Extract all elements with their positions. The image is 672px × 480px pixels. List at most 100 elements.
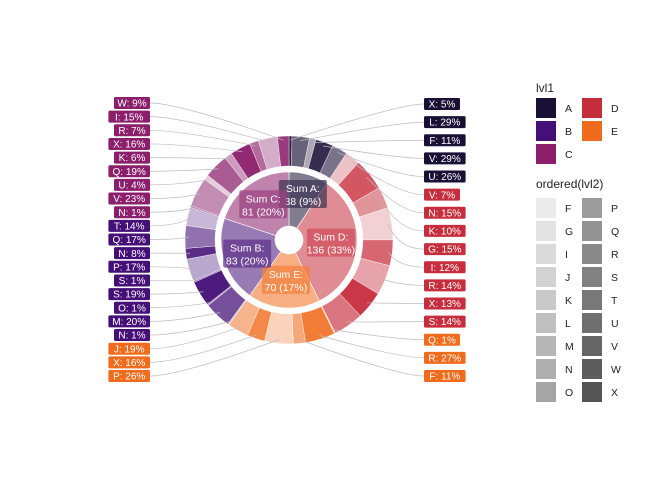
inner-label-a: Sum A:38 (9%) [278,180,327,209]
outer-label: K: 6% [114,151,150,164]
leader-line [349,160,425,196]
svg-text:I: I [565,249,568,261]
leader-line [149,216,192,227]
inner-label-b: Sum B:83 (20%) [223,239,272,268]
outer-label: X: 16% [108,356,150,369]
legend2-item: S [582,267,618,287]
legend2-title: ordered(lvl2) [536,177,603,191]
leader-layer [149,102,425,377]
leader-line [366,302,425,304]
outer-slice [277,135,290,167]
inner-label-name: Sum B: [230,243,264,255]
leader-line [387,224,425,250]
legend1-item: B [536,121,572,141]
leader-line [300,121,425,141]
pie-layer [184,135,394,345]
outer-label-text: R: 7% [118,126,145,137]
svg-text:J: J [565,272,570,284]
outer-label: R: 7% [114,124,150,137]
outer-label-layer: X: 5% L: 29% F: 11% V: 29% U: 26% V: 7% N: 15%… [108,97,466,383]
outer-label: V: 7% [424,188,460,201]
outer-label-text: I: 15% [115,112,143,123]
legend2-item: Q [582,221,619,241]
outer-label: U: 4% [114,178,150,192]
outer-label: X: 16% [108,137,150,151]
legend2-item: R [582,244,619,264]
svg-text:W: W [611,364,621,376]
leader-line [149,236,190,240]
outer-label-text: J: 19% [114,344,145,355]
outer-label: O: 1% [114,301,150,314]
outer-label: W: 9% [114,97,150,110]
inner-label-name: Sum D: [313,232,348,244]
inner-label-c: Sum C:81 (20%) [239,190,288,219]
outer-label: P: 17% [108,260,150,273]
outer-label: J: 19% [108,342,150,355]
outer-label: S: 14% [424,315,466,328]
legend2-item: P [582,198,618,218]
leader-line [381,278,425,286]
leader-line [298,339,425,377]
outer-label-text: K: 10% [429,227,461,238]
outer-label-text: S: 14% [429,317,461,328]
outer-label-text: V: 29% [429,154,461,165]
leader-line [149,102,284,141]
inner-label-d: Sum D:136 (33%) [307,228,355,257]
outer-label-text: M: 20% [112,317,146,328]
inner-label-e: Sum E:70 (17%) [261,265,310,294]
leader-line [149,168,219,172]
svg-text:R: R [611,249,619,261]
legend2-item: F [536,198,571,218]
svg-text:M: M [565,341,574,353]
outer-label: S: 1% [114,274,150,287]
outer-label-text: F: 11% [429,136,460,147]
inner-label-box [223,239,272,268]
inner-label-name: Sum A: [286,183,320,195]
leader-line [333,329,425,341]
outer-label: S: 19% [108,288,150,301]
outer-label-text: N: 15% [428,208,461,219]
outer-label-text: X: 13% [429,299,461,310]
legend2-item: L [536,313,571,333]
outer-label: V: 23% [108,192,150,205]
legend1-title: lvl1 [536,81,554,95]
outer-label: U: 26% [424,170,466,183]
legend1-item: C [536,144,573,164]
outer-label-text: V: 7% [429,190,455,201]
inner-label-name: Sum E: [269,269,303,281]
outer-label: Q: 19% [108,165,150,178]
outer-label-text: R: 27% [428,353,461,364]
outer-label-text: P: 17% [113,262,145,273]
outer-label-text: X: 16% [113,358,145,369]
legend2-item: X [582,382,618,402]
leader-line [149,320,231,336]
outer-label-text: S: 1% [119,276,146,287]
outer-label-text: O: 1% [118,303,146,314]
outer-label-text: X: 16% [113,140,145,151]
legend2-item: K [536,290,572,310]
leader-line [149,179,210,186]
outer-label-text: W: 9% [117,99,146,110]
inner-label-box [278,180,327,209]
inner-label-value: 83 (20%) [226,256,269,268]
outer-label: L: 29% [424,116,466,129]
outer-label-text: N: 1% [118,208,145,219]
legend2-item: T [582,290,618,310]
outer-label-text: N: 1% [118,331,145,342]
outer-label: N: 8% [114,247,150,260]
outer-label-text: Q: 1% [428,335,456,346]
leader-line [149,129,256,147]
leader-line [323,145,425,159]
inner-label-layer: Sum A:38 (9%) Sum D:136 (33%) Sum E:70 (17… [223,180,355,294]
leader-line [149,302,211,309]
inner-label-name: Sum C: [246,193,281,205]
svg-text:B: B [565,126,572,138]
legend2-item: M [536,336,574,356]
outer-label-text: V: 23% [113,194,145,205]
legend2-item: I [536,244,568,264]
svg-text:O: O [565,387,573,399]
outer-label-text: N: 8% [118,249,145,260]
legend1-item: A [536,98,572,118]
leader-line [311,139,425,144]
outer-label-text: P: 26% [113,372,145,383]
